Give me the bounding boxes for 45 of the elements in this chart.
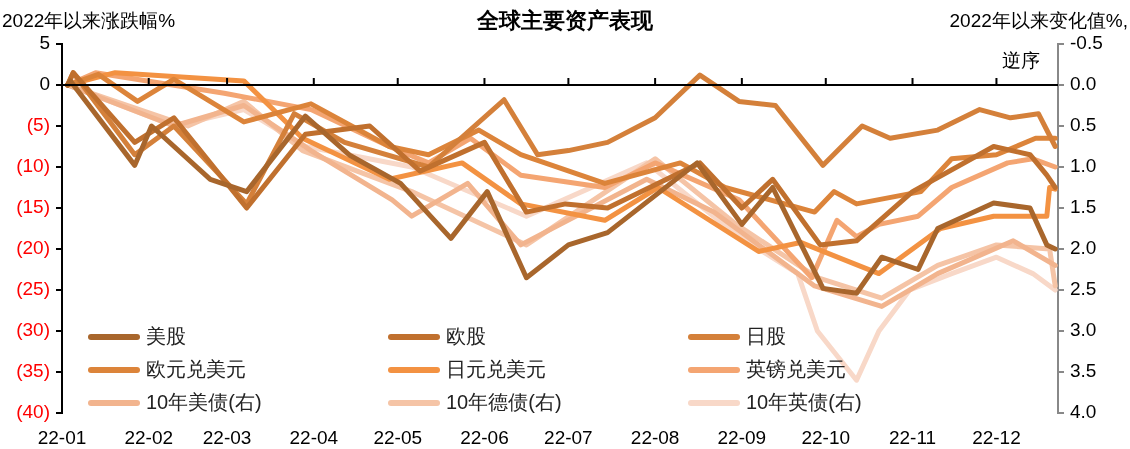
y2-tick-label: 2.5 <box>1070 278 1097 300</box>
x-tick-label: 22-08 <box>630 426 680 448</box>
y-tick-label: (30) <box>16 319 50 341</box>
y2-tick-label: 2.0 <box>1070 237 1097 259</box>
y2-tick-label: 4.0 <box>1070 401 1097 423</box>
legend-label: 日股 <box>746 324 786 349</box>
x-tick-label: 22-09 <box>717 426 767 448</box>
legend-label: 欧股 <box>446 324 486 349</box>
legend-label: 美股 <box>146 324 186 349</box>
y-tick-label: 0 <box>39 73 50 95</box>
y2-axis-title: 2022年以来变化值%, <box>949 10 1128 32</box>
x-tick-label: 22-06 <box>460 426 509 448</box>
y2-tick-label: 0.5 <box>1070 114 1097 136</box>
x-tick-label: 22-10 <box>801 426 851 448</box>
y2-tick-label: 1.5 <box>1070 196 1097 218</box>
y-tick-label: (40) <box>16 401 50 423</box>
x-tick-label: 22-03 <box>202 426 252 448</box>
y-axis-title: 2022年以来涨跌幅% <box>2 10 176 32</box>
y-tick-label: (10) <box>16 155 50 177</box>
y-tick-label: (20) <box>16 237 50 259</box>
y-tick-label: (5) <box>26 114 50 136</box>
x-tick-label: 22-12 <box>972 426 1021 448</box>
y2-tick-label: 1.0 <box>1070 155 1097 177</box>
x-tick-label: 22-04 <box>289 426 339 448</box>
legend-label: 日元兑美元 <box>446 357 546 382</box>
legend-label: 10年美债(右) <box>146 390 262 415</box>
legend-label: 10年德债(右) <box>446 390 562 415</box>
x-tick-label: 22-05 <box>373 426 423 448</box>
legend-label: 英镑兑美元 <box>746 357 846 382</box>
annotation: 逆序 <box>1002 50 1040 72</box>
legend-label: 10年英债(右) <box>746 390 862 415</box>
legend-label: 欧元兑美元 <box>146 357 246 382</box>
y-tick-label: (35) <box>16 360 50 382</box>
y-tick-label: (15) <box>16 196 50 218</box>
chart-title: 全球主要资产表现 <box>476 8 654 34</box>
x-tick-label: 22-11 <box>888 426 937 448</box>
x-tick-label: 22-07 <box>544 426 593 448</box>
y2-tick-label: 0.0 <box>1070 73 1097 95</box>
y-tick-label: (25) <box>16 278 50 300</box>
x-tick-label: 22-02 <box>124 426 174 448</box>
y2-tick-label: 3.0 <box>1070 319 1097 341</box>
y2-tick-label: 3.5 <box>1070 360 1097 382</box>
x-tick-label: 22-01 <box>37 426 87 448</box>
y-tick-label: 5 <box>39 32 50 54</box>
y2-tick-label: -0.5 <box>1070 32 1103 54</box>
